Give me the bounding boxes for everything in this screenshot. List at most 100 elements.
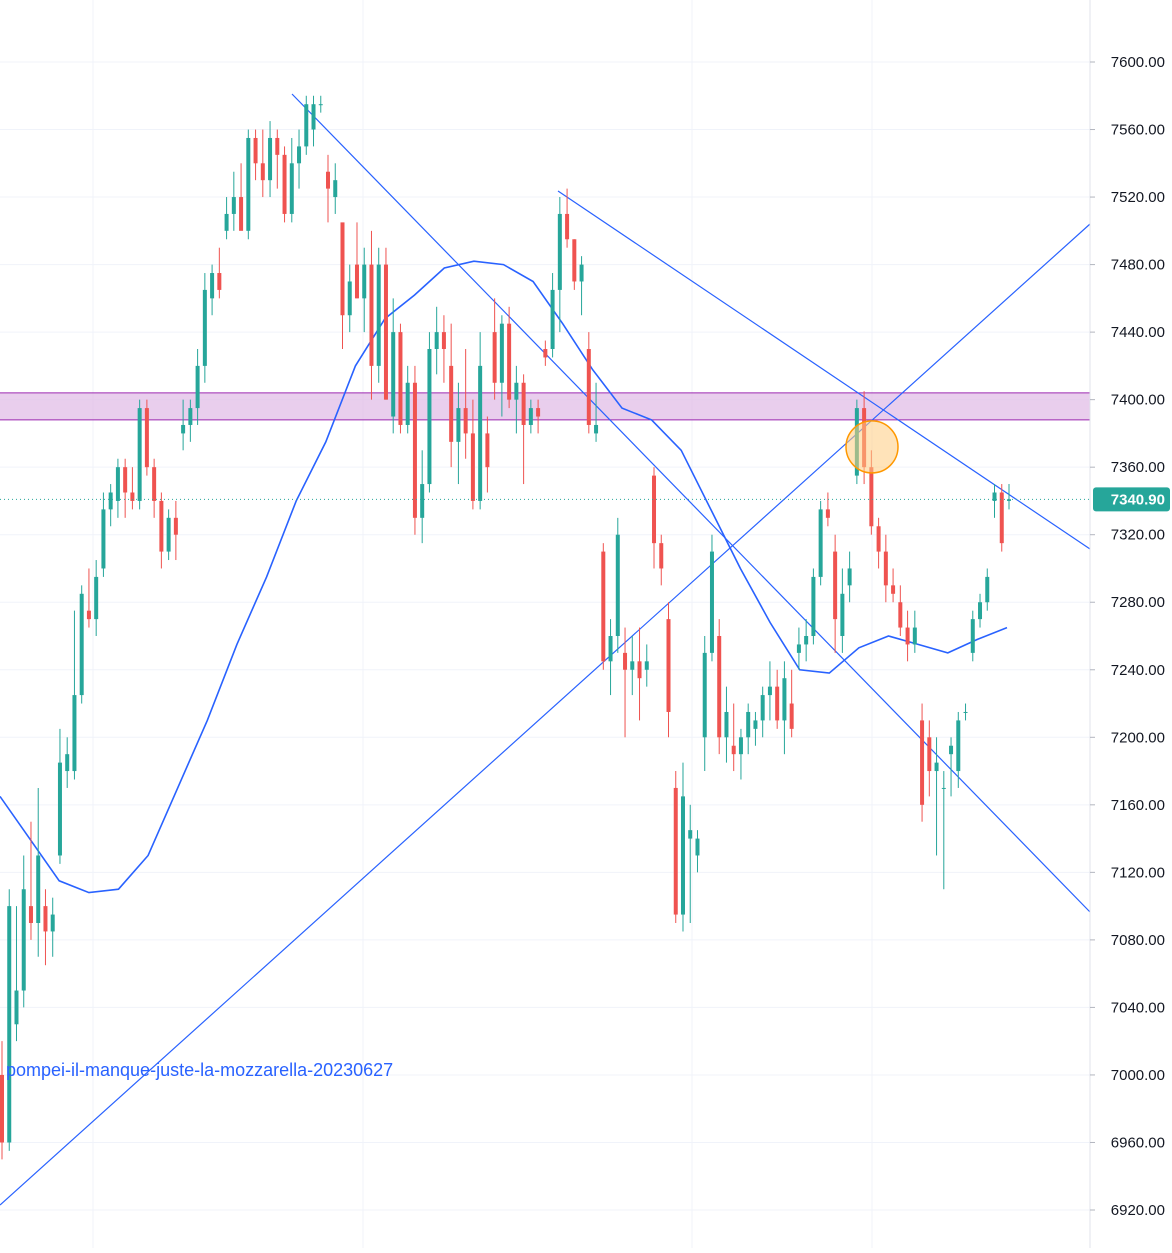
candle-body[interactable]: [376, 264, 381, 366]
candle-body[interactable]: [57, 762, 62, 856]
candle-body[interactable]: [166, 517, 171, 552]
candle-body[interactable]: [883, 551, 888, 586]
trendline[interactable]: [291, 93, 1091, 913]
candle-body[interactable]: [50, 914, 55, 932]
candle-body[interactable]: [847, 568, 852, 586]
candle-body[interactable]: [195, 365, 200, 409]
candle-body[interactable]: [202, 289, 207, 366]
candle-body[interactable]: [652, 475, 657, 544]
candle-body[interactable]: [340, 222, 345, 316]
candle-body[interactable]: [572, 239, 577, 282]
candle-body[interactable]: [152, 467, 157, 501]
trendline[interactable]: [557, 190, 1091, 550]
candle-body[interactable]: [738, 737, 743, 755]
candle-body[interactable]: [840, 593, 845, 636]
candle-body[interactable]: [985, 576, 990, 603]
candle-body[interactable]: [456, 408, 461, 442]
candle-body[interactable]: [94, 576, 99, 620]
candle-body[interactable]: [557, 213, 562, 290]
candle-body[interactable]: [405, 382, 410, 425]
candle-body[interactable]: [28, 906, 33, 923]
candle-body[interactable]: [775, 686, 780, 721]
candle-body[interactable]: [521, 382, 526, 425]
candle-body[interactable]: [391, 332, 396, 417]
candle-body[interactable]: [796, 644, 801, 653]
candle-body[interactable]: [86, 610, 91, 620]
candle-body[interactable]: [956, 720, 961, 772]
candle-body[interactable]: [383, 264, 388, 400]
candle-body[interactable]: [746, 711, 751, 738]
candle-body[interactable]: [811, 576, 816, 636]
candle-body[interactable]: [311, 104, 316, 130]
candle-body[interactable]: [514, 382, 519, 400]
candle-body[interactable]: [673, 787, 678, 915]
candle-body[interactable]: [253, 137, 258, 164]
candle-body[interactable]: [333, 180, 338, 198]
candle-body[interactable]: [898, 602, 903, 628]
candle-body[interactable]: [297, 146, 302, 164]
candle-body[interactable]: [934, 762, 939, 772]
candle-body[interactable]: [891, 585, 896, 594]
candle-body[interactable]: [188, 408, 193, 425]
candle-body[interactable]: [789, 703, 794, 729]
candle-body[interactable]: [688, 830, 693, 839]
candle-body[interactable]: [963, 711, 968, 713]
candle-body[interactable]: [709, 551, 714, 653]
candle-body[interactable]: [79, 593, 84, 696]
candle-body[interactable]: [644, 661, 649, 670]
candle-body[interactable]: [21, 889, 26, 991]
candle-body[interactable]: [920, 720, 925, 805]
candle-body[interactable]: [14, 990, 19, 1025]
candle-body[interactable]: [326, 171, 331, 189]
candle-body[interactable]: [949, 745, 954, 755]
highlight-circle[interactable]: [845, 420, 899, 474]
candle-body[interactable]: [637, 661, 642, 679]
candle-body[interactable]: [680, 796, 685, 915]
candle-body[interactable]: [65, 754, 70, 772]
candle-body[interactable]: [941, 787, 946, 789]
candle-body[interactable]: [804, 636, 809, 645]
candle-body[interactable]: [927, 737, 932, 772]
candle-body[interactable]: [536, 408, 541, 417]
candle-body[interactable]: [434, 332, 439, 349]
candle-body[interactable]: [478, 365, 483, 501]
candle-body[interactable]: [224, 213, 229, 231]
candle-body[interactable]: [398, 332, 403, 425]
candle-body[interactable]: [420, 484, 425, 518]
candle-body[interactable]: [217, 273, 222, 290]
candle-body[interactable]: [666, 619, 671, 712]
candle-body[interactable]: [43, 906, 48, 932]
candle-body[interactable]: [579, 264, 584, 282]
candle-body[interactable]: [492, 332, 497, 383]
candle-body[interactable]: [101, 509, 106, 569]
candle-body[interactable]: [318, 104, 323, 106]
candle-body[interactable]: [876, 526, 881, 552]
candle-body[interactable]: [123, 467, 128, 493]
candle-body[interactable]: [543, 349, 548, 358]
candle-body[interactable]: [275, 137, 280, 155]
candle-body[interactable]: [369, 264, 374, 366]
candle-body[interactable]: [1007, 499, 1011, 501]
candle-body[interactable]: [818, 509, 823, 577]
candle-body[interactable]: [731, 745, 736, 755]
trendline[interactable]: [0, 223, 1091, 1206]
candle-body[interactable]: [36, 855, 41, 923]
candle-body[interactable]: [0, 1074, 4, 1143]
candle-body[interactable]: [304, 104, 309, 147]
candle-body[interactable]: [282, 154, 287, 214]
candle-body[interactable]: [753, 720, 758, 729]
candle-body[interactable]: [485, 433, 490, 468]
candle-body[interactable]: [615, 534, 620, 636]
candle-body[interactable]: [760, 695, 765, 721]
candle-body[interactable]: [586, 349, 591, 425]
candle-body[interactable]: [601, 551, 606, 662]
candle-body[interactable]: [181, 424, 186, 434]
candle-body[interactable]: [565, 213, 570, 240]
candle-body[interactable]: [717, 636, 722, 738]
candle-body[interactable]: [470, 433, 475, 501]
candle-body[interactable]: [782, 678, 787, 721]
candle-body[interactable]: [362, 264, 367, 299]
candle-body[interactable]: [246, 137, 251, 231]
